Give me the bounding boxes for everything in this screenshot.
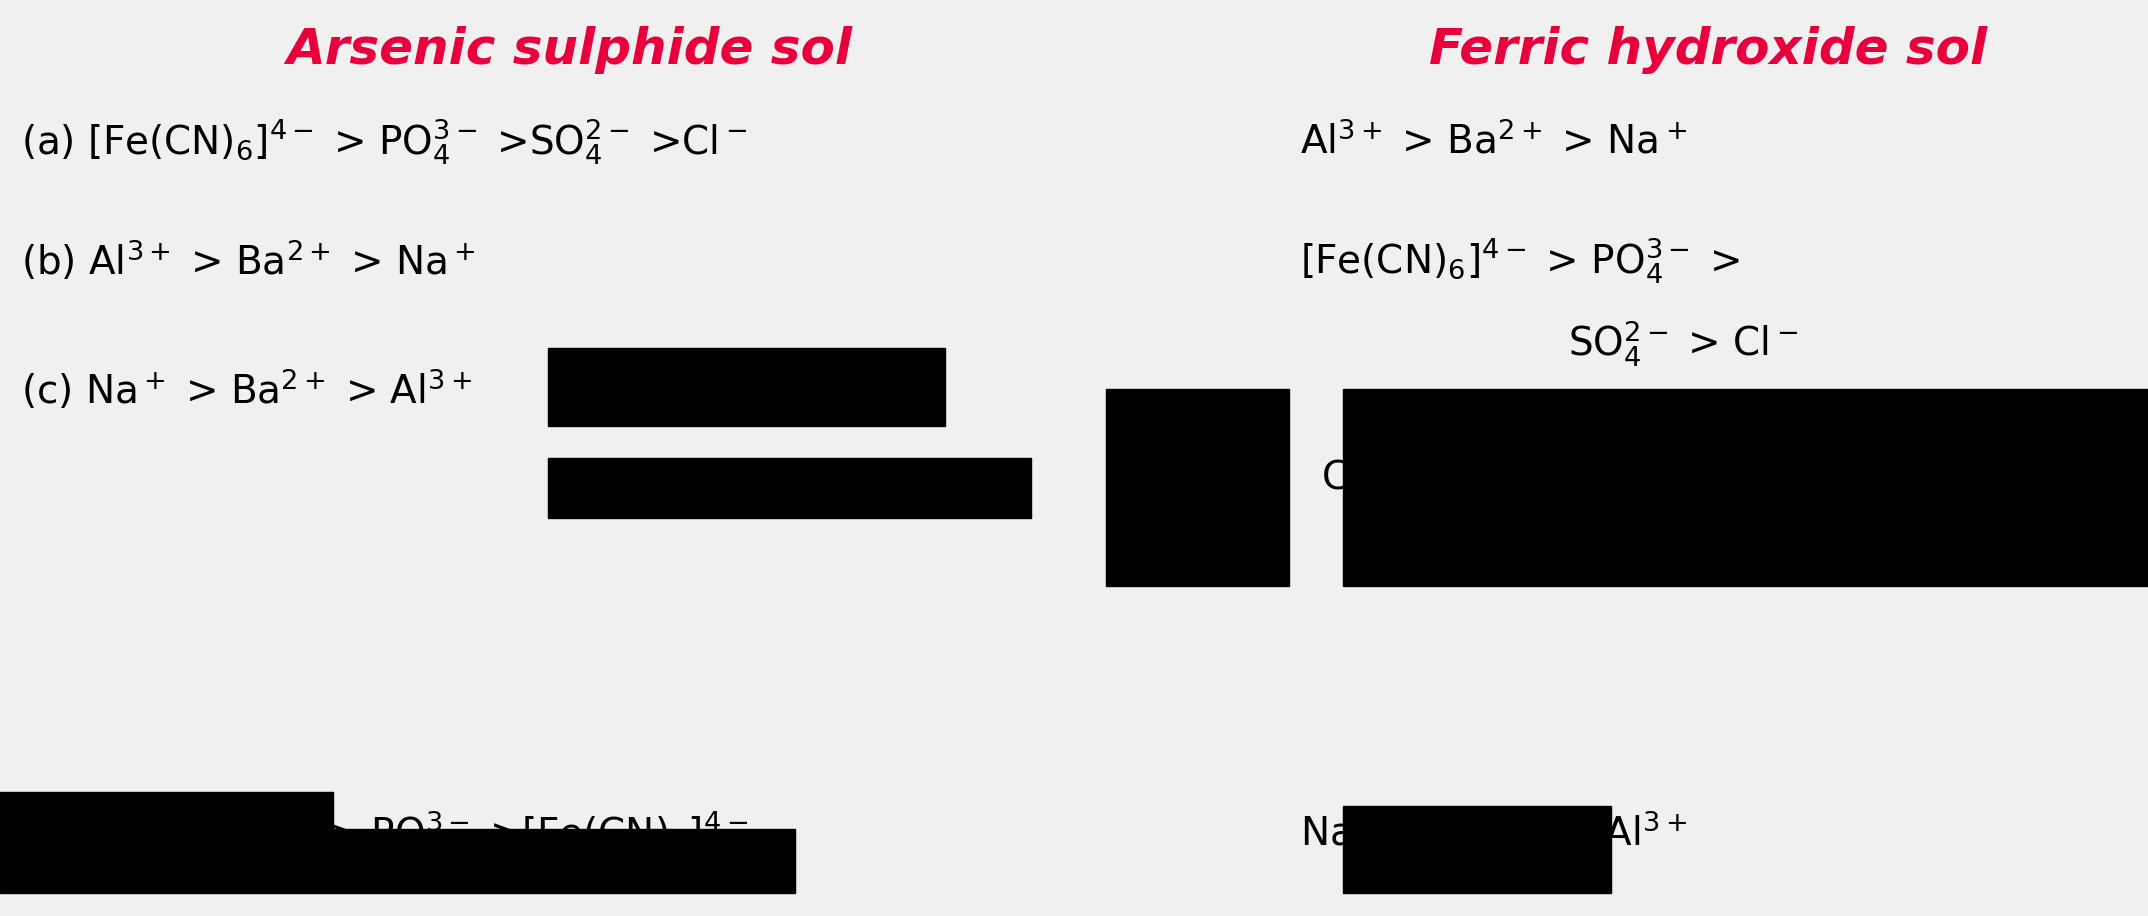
Text: (a) [Fe(CN)$_6$]$^{4-}$ > PO$_4^{3-}$ >SO$_4^{2-}$ >Cl$^-$: (a) [Fe(CN)$_6$]$^{4-}$ > PO$_4^{3-}$ >S… — [21, 116, 748, 168]
FancyBboxPatch shape — [1342, 389, 2148, 586]
FancyBboxPatch shape — [1342, 806, 1611, 893]
FancyBboxPatch shape — [1106, 389, 1289, 586]
FancyBboxPatch shape — [333, 829, 795, 893]
Text: Cl$^-$ >SO$_4^{2-}$ > PO$_4^{3-}$ >: Cl$^-$ >SO$_4^{2-}$ > PO$_4^{3-}$ > — [1321, 451, 1753, 502]
FancyBboxPatch shape — [0, 792, 333, 893]
Text: (b) Al$^{3+}$ > Ba$^{2+}$ > Na$^+$: (b) Al$^{3+}$ > Ba$^{2+}$ > Na$^+$ — [21, 239, 477, 283]
Text: Arsenic sulphide sol: Arsenic sulphide sol — [286, 27, 853, 74]
Text: SO$_4^{2-}$ > Cl$^-$: SO$_4^{2-}$ > Cl$^-$ — [1568, 319, 1798, 368]
Text: [Fe(CN)$_6$]$^{4-}$ > PO$_4^{3-}$ >: [Fe(CN)$_6$]$^{4-}$ > PO$_4^{3-}$ > — [1300, 235, 1740, 287]
Text: (d) Cl$^-$ >SO$_4^{2-}$ > PO$_4^{3-}$ >[Fe(CN)$_6$]$^{4-}$: (d) Cl$^-$ >SO$_4^{2-}$ > PO$_4^{3-}$ >[… — [21, 808, 748, 859]
Text: (c) Na$^+$ > Ba$^{2+}$ > Al$^{3+}$: (c) Na$^+$ > Ba$^{2+}$ > Al$^{3+}$ — [21, 367, 473, 411]
Text: Na$^+$ > Ba$^{2+}$ > Al$^{3+}$: Na$^+$ > Ba$^{2+}$ > Al$^{3+}$ — [1300, 813, 1686, 854]
Text: Al$^{3+}$ > Ba$^{2+}$ > Na$^+$: Al$^{3+}$ > Ba$^{2+}$ > Na$^+$ — [1300, 122, 1686, 162]
FancyBboxPatch shape — [548, 348, 945, 426]
Text: [Fe(CN)$_6$]$^{4-}$: [Fe(CN)$_6$]$^{4-}$ — [1568, 537, 1794, 581]
FancyBboxPatch shape — [548, 458, 1031, 518]
Text: Ferric hydroxide sol: Ferric hydroxide sol — [1428, 27, 1987, 74]
